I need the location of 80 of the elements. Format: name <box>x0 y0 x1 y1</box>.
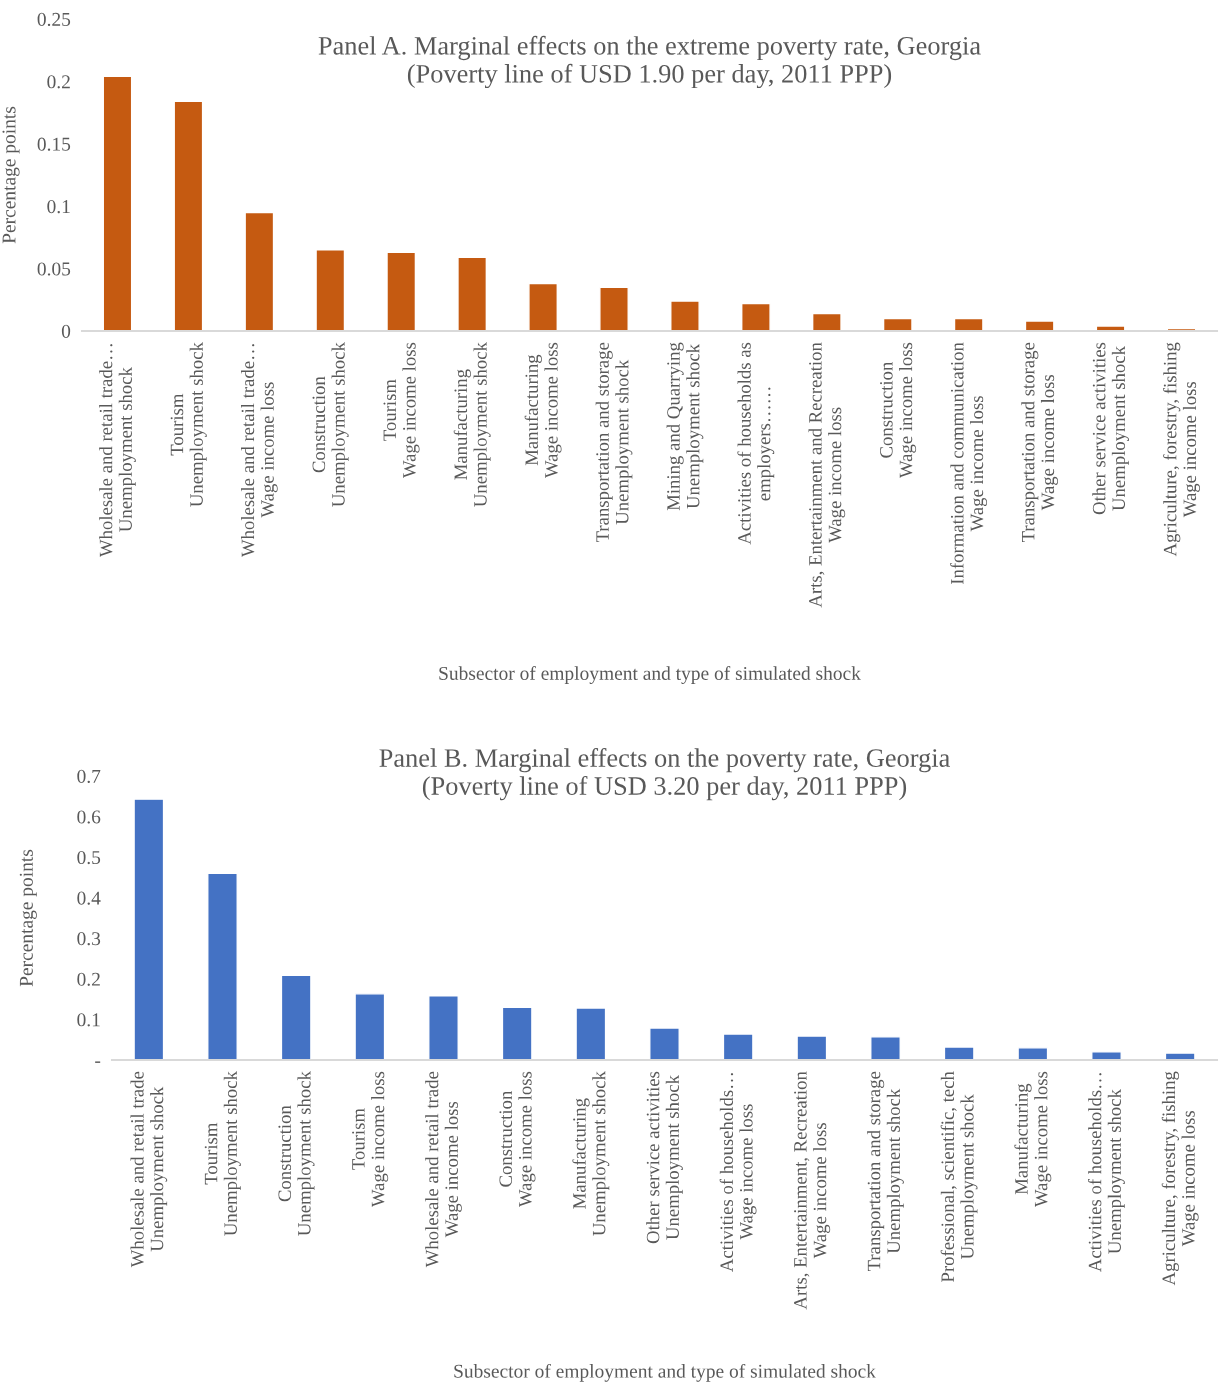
bar <box>315 249 346 331</box>
y-tick-label: 0.7 <box>77 769 101 784</box>
bar <box>796 1035 828 1060</box>
bar <box>207 872 238 1060</box>
y-tick-label: 0.2 <box>47 75 70 89</box>
x-tick-label: Wholesale and retail trade Wage income loss <box>425 1071 462 1268</box>
y-tick-label: 0.05 <box>37 262 71 276</box>
y-tick-label: 0.25 <box>37 12 71 27</box>
y-axis-title: Percentage points <box>2 106 20 244</box>
x-tick-label: Mining and Quarrying Unemployment shock <box>666 342 704 511</box>
x-tick-label: Manufacturing Unemployment shock <box>572 1071 610 1236</box>
y-tick-label: 0.15 <box>37 137 71 151</box>
x-tick-label: Activities of households… Unemployment shock <box>1087 1073 1125 1272</box>
bar <box>1024 320 1055 331</box>
bar <box>133 798 165 1060</box>
x-tick-label: Transportation and storage Unemployment shock <box>867 1071 904 1272</box>
y-tick-label: 0.6 <box>77 810 101 824</box>
x-tick-label: Other service activities Unemployment shock <box>1092 342 1129 515</box>
x-tick-label: Other service activities Unemployment shock <box>646 1071 683 1244</box>
y-tick-label: 0.1 <box>47 200 70 214</box>
bar <box>575 1007 607 1060</box>
y-tick-label: - <box>95 1061 101 1063</box>
bar <box>501 1006 533 1060</box>
bar <box>811 312 842 331</box>
x-tick-label: Tourism Wage income loss <box>383 342 420 479</box>
bar <box>173 100 204 331</box>
x-tick-label: Professional, scientific, tech Unemployment shock <box>940 1071 978 1282</box>
bar <box>722 1033 754 1060</box>
bar <box>1091 1051 1122 1060</box>
y-tick-label: 0.5 <box>77 850 101 865</box>
text: Panel A. Marginal effects on the extreme poverty rate, Georgia (Poverty line of USD 1.90 per day, 2011 PPP) <box>318 35 981 89</box>
bar <box>457 256 488 331</box>
x-tick-label: Construction Wage income loss <box>499 1071 536 1208</box>
y-tick-label: 0.4 <box>77 891 101 905</box>
x-tick-label: Agriculture, forestry, fishing Wage income loss <box>1161 1071 1199 1286</box>
bar <box>741 302 771 331</box>
chart-title: Panel B. Marginal effects on the poverty rate, Georgia (Poverty line of USD 3.20 per day, 2011 PPP) <box>379 748 950 801</box>
bar <box>244 211 275 331</box>
y-tick-label: 0.3 <box>77 932 101 946</box>
x-tick-label: Transportation and storage Unemployment shock <box>595 342 633 543</box>
bar <box>102 75 133 331</box>
y-axis-title: Percentage points <box>19 849 37 987</box>
x-axis-title: Subsector of employment and type of simulated shock <box>454 1363 876 1382</box>
bar <box>354 993 386 1060</box>
x-tick-label: Information and communication Wage income loss <box>950 342 988 585</box>
x-tick-label: Construction Wage income loss <box>880 342 917 479</box>
bar <box>599 286 629 331</box>
x-tick-label: Tourism Unemployment shock <box>170 342 207 507</box>
y-tick-label: 0.2 <box>77 972 100 986</box>
bar <box>528 282 558 331</box>
bar <box>1164 1052 1196 1060</box>
x-tick-label: Construction Unemployment shock <box>278 1071 315 1236</box>
bar <box>428 995 459 1060</box>
bar <box>882 317 913 331</box>
y-tick-label: 0.1 <box>77 1013 100 1027</box>
x-tick-label: Manufacturing Wage income loss <box>1014 1071 1052 1208</box>
x-tick-label: Construction Unemployment shock <box>312 342 349 507</box>
bar <box>649 1027 680 1060</box>
x-tick-label: Tourism Wage income loss <box>352 1071 389 1208</box>
bar <box>943 1046 975 1060</box>
x-tick-label: Wholesale and retail trade Unemployment shock <box>130 1071 168 1268</box>
x-tick-label: Manufacturing Unemployment shock <box>453 342 491 507</box>
x-tick-label: Wholesale and retail trade… Unemployment shock <box>99 344 136 558</box>
x-tick-label: Activities of households… Wage income loss <box>719 1073 757 1272</box>
bar <box>670 300 700 331</box>
y-tick-label: 0 <box>61 324 71 338</box>
x-tick-label: Tourism Unemployment shock <box>204 1071 241 1236</box>
x-tick-label: Activities of households as employers…… <box>737 342 775 545</box>
x-tick-label: Transportation and storage Wage income loss <box>1021 342 1059 543</box>
bar <box>870 1036 901 1060</box>
x-tick-label: Arts, Entertainment, Recreation Wage income loss <box>794 1071 831 1310</box>
x-tick-label: Wholesale and retail trade… Wage income loss <box>241 344 278 558</box>
x-tick-label: Manufacturing Wage income loss <box>524 342 562 479</box>
x-axis-title: Subsector of employment and type of simulated shock <box>439 666 861 684</box>
x-tick-label: Agriculture, forestry, fishing Wage income loss <box>1163 342 1200 557</box>
bar <box>1017 1047 1049 1060</box>
bar <box>280 974 312 1060</box>
bar <box>953 317 984 331</box>
x-tick-label: Arts, Entertainment and Recreation Wage income loss <box>808 342 846 608</box>
bar <box>386 251 417 331</box>
